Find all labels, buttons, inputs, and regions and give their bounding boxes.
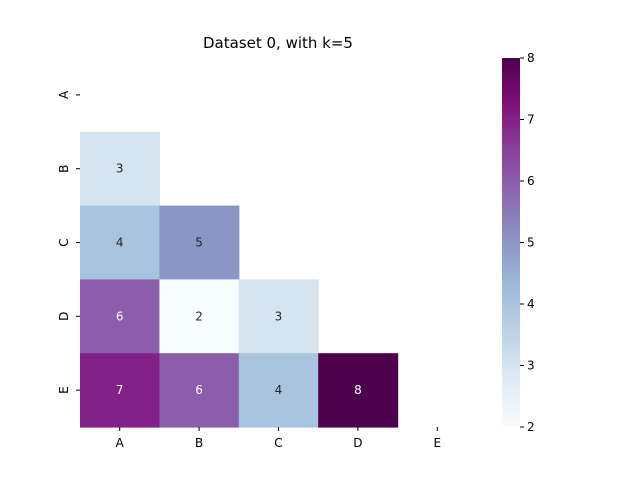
- y-tick-label: C: [57, 238, 71, 246]
- y-tick-label: A: [57, 90, 71, 99]
- y-tick-label: E: [57, 386, 71, 394]
- heatmap-cell: [159, 279, 240, 354]
- y-axis: A B C D E: [57, 90, 80, 394]
- cell-value-label: 6: [116, 309, 124, 323]
- heatmap-cell: [80, 131, 160, 207]
- colorbar-tick-label: 4: [527, 297, 535, 311]
- cell-value-label: 5: [195, 236, 203, 250]
- x-axis: A B C D E: [116, 427, 442, 450]
- colorbar-tick-label: 3: [527, 359, 535, 373]
- colorbar-tick-label: 5: [527, 236, 535, 250]
- heatmap-cell: [318, 353, 399, 428]
- heatmap-cell: [80, 205, 160, 280]
- colorbar: 2 3 4 5 6 7 8: [502, 51, 535, 434]
- chart-title: Dataset 0, with k=5: [203, 34, 353, 52]
- heatmap-cell: [159, 205, 240, 280]
- cell-value-label: 2: [195, 309, 203, 323]
- x-tick-label: E: [434, 436, 442, 450]
- x-tick-label: D: [353, 436, 362, 450]
- cell-value-label: 8: [354, 383, 362, 397]
- colorbar-tick-label: 8: [527, 51, 535, 65]
- cell-value-label: 6: [195, 383, 203, 397]
- x-tick-label: C: [274, 436, 282, 450]
- colorbar-tick-label: 2: [527, 420, 535, 434]
- y-tick-label: B: [57, 165, 71, 173]
- heatmap-cell: [80, 353, 160, 428]
- cell-value-label: 7: [116, 383, 124, 397]
- x-tick-label: B: [195, 436, 203, 450]
- cell-value-label: 4: [116, 236, 124, 250]
- x-tick-label: A: [116, 436, 125, 450]
- heatmap-cell: [80, 279, 160, 354]
- heatmap-cell: [238, 353, 319, 428]
- cell-value-label: 3: [116, 162, 124, 176]
- y-tick-label: D: [57, 312, 71, 321]
- heatmap-cells: 3 4 5 6 2 3 7 6 4 8: [80, 131, 399, 428]
- cell-value-label: 3: [275, 309, 283, 323]
- colorbar-gradient: [502, 58, 520, 427]
- heatmap-cell: [159, 353, 240, 428]
- colorbar-tick-label: 6: [527, 174, 535, 188]
- colorbar-tick-label: 7: [527, 113, 535, 127]
- heatmap-cell: [238, 279, 319, 354]
- cell-value-label: 4: [275, 383, 283, 397]
